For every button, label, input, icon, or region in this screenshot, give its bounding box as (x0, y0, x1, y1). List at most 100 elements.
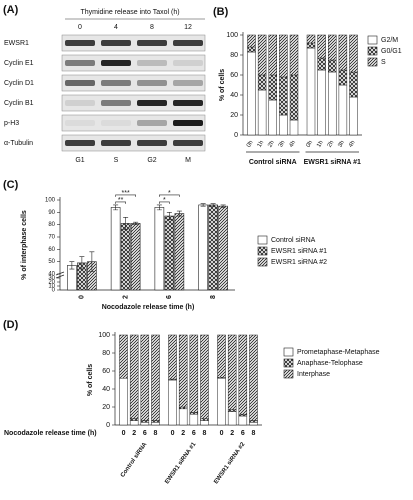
phase-label: M (185, 157, 191, 164)
bar-segment (338, 69, 348, 86)
bar-segment (189, 413, 199, 426)
band (137, 100, 167, 106)
bar-segment (247, 34, 256, 48)
x-tick-label: 4h (348, 140, 357, 149)
bar (154, 207, 165, 291)
significance-bracket (115, 201, 126, 204)
bar-segment (349, 71, 358, 98)
bar (218, 205, 228, 291)
bar-segment (227, 334, 237, 410)
significance-bracket (159, 194, 180, 197)
bar (198, 204, 208, 291)
band (101, 80, 131, 86)
bar-segment (217, 334, 226, 378)
x-axis-label: Nocodazole release time (h) (102, 304, 195, 311)
bar-segment (289, 119, 299, 136)
y-tick-label: 20 (48, 280, 55, 286)
y-tick-label: 0 (52, 288, 56, 294)
band (173, 40, 203, 46)
bar-segment (317, 69, 326, 136)
bar-segment (249, 420, 258, 423)
group-label: Control siRNA (249, 159, 297, 166)
legend-swatch (283, 347, 294, 357)
x-tick-label: 1h (257, 140, 266, 149)
bar-segment (151, 334, 160, 421)
blot-strip (61, 54, 206, 72)
axis-break (55, 271, 65, 279)
significance-label: *** (122, 190, 130, 197)
bar-segment (279, 76, 288, 116)
band (101, 120, 131, 126)
bar-segment (328, 71, 337, 136)
y-tick-label: 30 (48, 276, 55, 282)
bar-segment (238, 334, 248, 415)
bar-segment (178, 408, 188, 426)
bar (208, 204, 218, 291)
significance-bracket (159, 201, 170, 204)
error-bar (166, 212, 172, 221)
band (173, 120, 203, 126)
band (101, 100, 131, 106)
band (101, 60, 131, 66)
bar-segment (328, 34, 337, 61)
y-tick-label: 40 (48, 272, 55, 278)
panel-label: (D) (3, 319, 19, 331)
bar-segment (249, 334, 258, 421)
bar-segment (289, 74, 299, 121)
blot-strip (61, 134, 206, 152)
legend-label: Control siRNA (271, 237, 316, 244)
protein-label: Cyclin E1 (4, 60, 34, 67)
y-tick-label: 70 (48, 235, 55, 241)
blot-title: Thymidine release into Taxol (h) (80, 9, 179, 16)
y-tick-label: 100 (226, 32, 238, 39)
band (137, 60, 167, 66)
group-label: Control siRNA (120, 441, 149, 479)
legend-label: G2/M (381, 37, 398, 44)
x-tick-label: 0h (246, 140, 255, 149)
bar-segment (200, 418, 209, 421)
blot-strip (61, 114, 206, 132)
legend-label: S (381, 59, 386, 66)
panel-label: (A) (3, 4, 19, 16)
band (101, 40, 131, 46)
y-tick-label: 60 (102, 368, 110, 375)
bar-segment (140, 422, 150, 426)
y-tick-label: 0 (234, 132, 238, 139)
band (65, 40, 95, 46)
bar-segment (140, 334, 150, 421)
protein-label: Cyclin D1 (4, 80, 34, 87)
group-label: EWSR1 siRNA #2 (213, 441, 246, 485)
y-axis-label: % of interphase cells (21, 210, 28, 280)
bar-segment (249, 422, 258, 426)
bar-segment (257, 74, 267, 91)
legend-label: Anaphase-Telophase (297, 360, 363, 367)
protein-label: EWSR1 (4, 40, 29, 47)
x-tick-label: 0 (122, 430, 126, 437)
error-bar (69, 261, 75, 270)
band (137, 80, 167, 86)
x-tick-label: 8 (154, 430, 158, 437)
bar-segment (317, 34, 326, 59)
legend-label: EWSR1 siRNA #1 (271, 248, 327, 255)
y-tick-label: 60 (230, 72, 238, 79)
band (65, 140, 95, 146)
significance-label: ** (118, 197, 124, 204)
legend-swatch (257, 235, 268, 245)
x-tick-label: 2h (267, 140, 276, 149)
group-label: EWSR1 siRNA #1 (304, 159, 361, 166)
legend-swatch (257, 246, 268, 256)
legend-label: Interphase (297, 371, 330, 378)
bar-segment (168, 334, 177, 380)
y-tick-label: 40 (230, 92, 238, 99)
x-tick-label: 6 (166, 295, 173, 299)
y-tick-label: 20 (230, 112, 238, 119)
significance-bracket (115, 194, 136, 197)
band (65, 120, 95, 126)
x-tick-label: 8 (203, 430, 207, 437)
x-tick-label: 0 (220, 430, 224, 437)
bar (130, 223, 141, 291)
bar-segment (338, 34, 348, 71)
bar-segment (306, 34, 316, 44)
bar-segment (119, 377, 128, 426)
band (137, 140, 167, 146)
